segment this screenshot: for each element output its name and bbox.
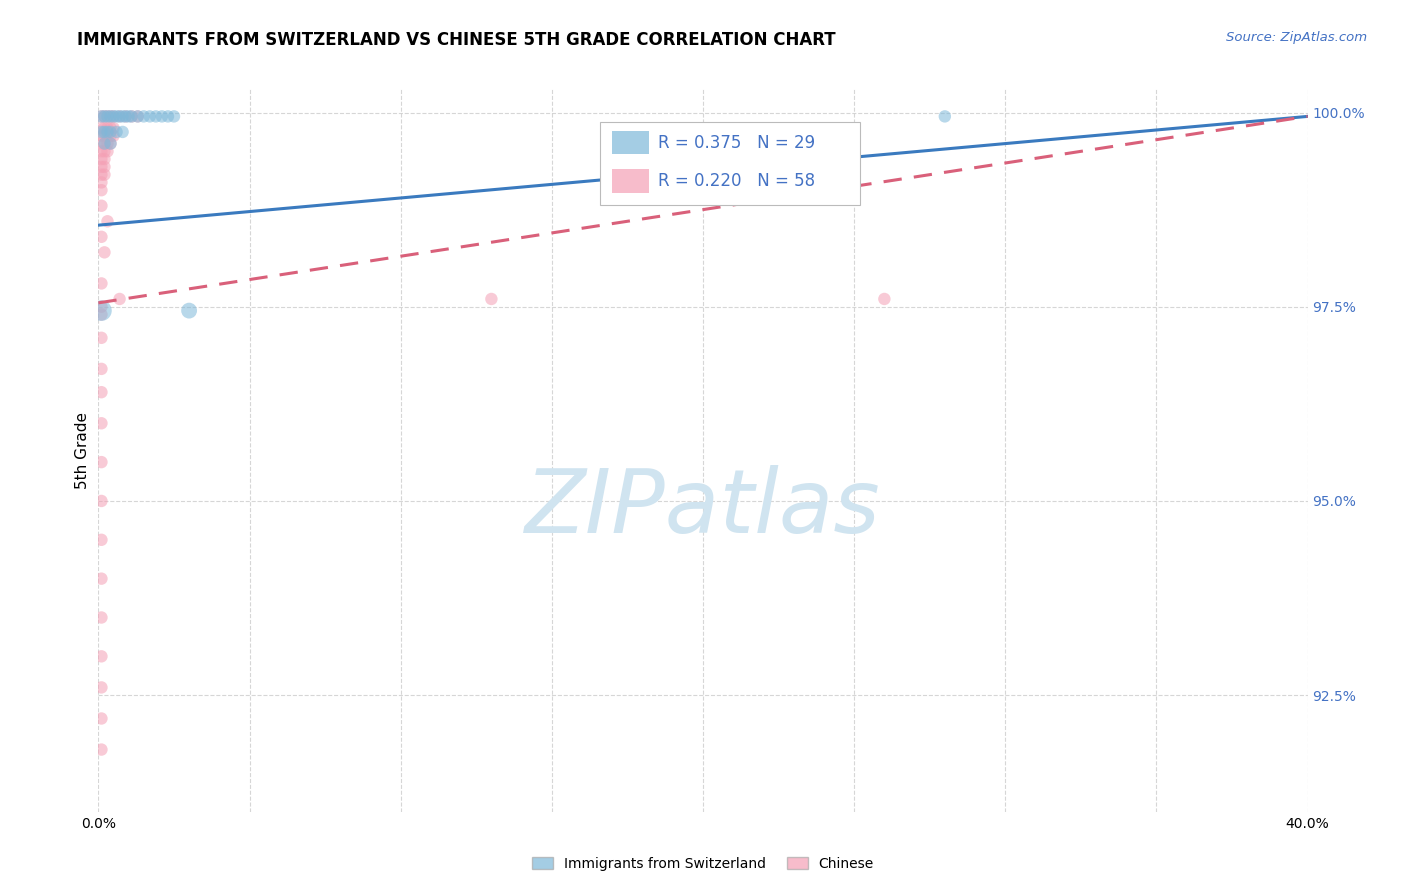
Point xyxy=(100,125,122,139)
Point xyxy=(90,417,112,431)
Point xyxy=(90,331,112,345)
Point xyxy=(93,136,115,151)
Point xyxy=(90,303,112,318)
Point xyxy=(93,125,115,139)
Point xyxy=(93,109,115,123)
Point xyxy=(90,649,112,664)
Point xyxy=(108,292,131,306)
Point xyxy=(127,109,149,123)
Point xyxy=(93,168,115,182)
Point xyxy=(100,109,122,123)
Point xyxy=(90,308,112,322)
Point xyxy=(90,300,112,314)
Point xyxy=(111,125,134,139)
Text: ZIPatlas: ZIPatlas xyxy=(526,466,880,551)
Point xyxy=(93,245,115,260)
Text: IMMIGRANTS FROM SWITZERLAND VS CHINESE 5TH GRADE CORRELATION CHART: IMMIGRANTS FROM SWITZERLAND VS CHINESE 5… xyxy=(77,31,837,49)
Point xyxy=(481,292,503,306)
Text: Source: ZipAtlas.com: Source: ZipAtlas.com xyxy=(1226,31,1367,45)
Point xyxy=(96,214,118,228)
Point xyxy=(90,176,112,190)
Point xyxy=(90,494,112,508)
Point xyxy=(90,128,112,143)
Point xyxy=(90,152,112,166)
Point xyxy=(96,128,118,143)
Point xyxy=(90,125,112,139)
Point xyxy=(118,109,141,123)
Point xyxy=(139,109,162,123)
Point xyxy=(121,109,143,123)
Point xyxy=(90,711,112,725)
Point xyxy=(100,128,122,143)
Point xyxy=(90,455,112,469)
Point xyxy=(90,362,112,376)
Point xyxy=(93,128,115,143)
Bar xyxy=(613,131,648,154)
Point xyxy=(93,152,115,166)
Point xyxy=(90,533,112,547)
Point xyxy=(96,125,118,139)
Point xyxy=(90,681,112,695)
Point xyxy=(100,109,122,123)
Point xyxy=(90,145,112,159)
Point xyxy=(934,109,956,123)
Point xyxy=(103,128,125,143)
Point xyxy=(96,136,118,151)
Point xyxy=(93,160,115,174)
Point xyxy=(93,109,115,123)
Point xyxy=(90,136,112,151)
Point xyxy=(90,277,112,291)
Point xyxy=(108,109,131,123)
Point xyxy=(90,168,112,182)
Point xyxy=(156,109,179,123)
Point xyxy=(93,121,115,136)
Point xyxy=(100,121,122,136)
Point xyxy=(90,121,112,136)
Legend: Immigrants from Switzerland, Chinese: Immigrants from Switzerland, Chinese xyxy=(526,851,880,876)
Bar xyxy=(613,169,648,193)
Point xyxy=(93,136,115,151)
Point xyxy=(90,229,112,244)
Point xyxy=(96,145,118,159)
Point xyxy=(105,125,128,139)
Point xyxy=(103,109,125,123)
Point xyxy=(90,183,112,197)
Point xyxy=(90,572,112,586)
Point xyxy=(90,742,112,756)
Point xyxy=(873,292,896,306)
Point xyxy=(90,109,112,123)
Point xyxy=(90,385,112,400)
Point xyxy=(103,121,125,136)
Text: R = 0.375   N = 29: R = 0.375 N = 29 xyxy=(658,134,815,152)
Point xyxy=(90,109,112,123)
Point xyxy=(121,109,143,123)
Point xyxy=(145,109,167,123)
Point xyxy=(150,109,173,123)
Point xyxy=(111,109,134,123)
Point xyxy=(90,160,112,174)
Point xyxy=(132,109,155,123)
Y-axis label: 5th Grade: 5th Grade xyxy=(75,412,90,489)
Point xyxy=(93,145,115,159)
Point xyxy=(105,109,128,123)
Point xyxy=(108,109,131,123)
FancyBboxPatch shape xyxy=(600,121,860,205)
Point xyxy=(114,109,136,123)
Point xyxy=(127,109,149,123)
Point xyxy=(179,303,201,318)
Point xyxy=(96,109,118,123)
Point xyxy=(100,136,122,151)
Point xyxy=(90,199,112,213)
Point xyxy=(163,109,186,123)
Point xyxy=(96,121,118,136)
Point xyxy=(90,610,112,624)
Point xyxy=(96,109,118,123)
Point xyxy=(103,109,125,123)
Point xyxy=(114,109,136,123)
Text: R = 0.220   N = 58: R = 0.220 N = 58 xyxy=(658,172,815,190)
Point xyxy=(100,136,122,151)
